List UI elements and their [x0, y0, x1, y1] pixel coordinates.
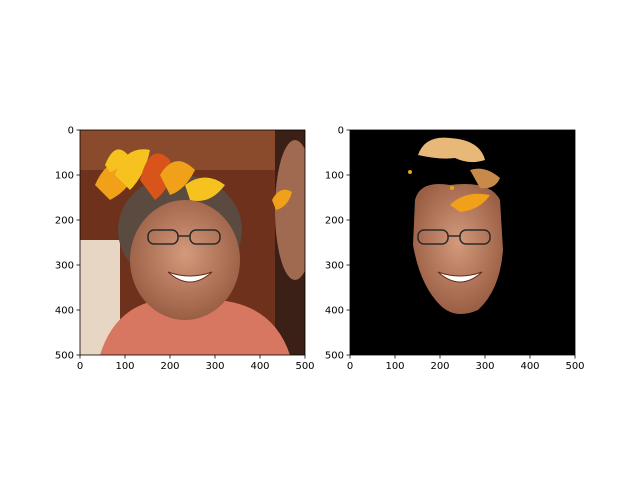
right-xtick-label: 0: [347, 361, 353, 372]
right-ytick-label: 300: [325, 261, 344, 272]
left-ytick-label: 500: [55, 351, 74, 362]
left-ytick-label: 300: [55, 261, 74, 272]
left-xtick-label: 100: [115, 361, 134, 372]
leaf-overlay: [95, 149, 292, 210]
right-ytick-label: 200: [325, 216, 344, 227]
right-xtick-label: 100: [385, 361, 404, 372]
right-xtick-label: 200: [430, 361, 449, 372]
right-axes-frame: [349, 129, 576, 356]
left-image: [80, 130, 305, 355]
left-ytick-label: 100: [55, 171, 74, 182]
left-ytick-label: 400: [55, 306, 74, 317]
right-xtick-label: 300: [475, 361, 494, 372]
right-ytick-label: 400: [325, 306, 344, 317]
left-xtick-label: 300: [205, 361, 224, 372]
left-ytick-label: 200: [55, 216, 74, 227]
right-ytick-label: 500: [325, 351, 344, 362]
right-xtick-label: 500: [565, 361, 584, 372]
left-axes-frame: [79, 129, 306, 356]
left-xtick-label: 200: [160, 361, 179, 372]
right-ytick-label: 0: [338, 126, 344, 137]
left-xtick-label: 400: [250, 361, 269, 372]
left-xtick-label: 500: [295, 361, 314, 372]
right-xtick-label: 400: [520, 361, 539, 372]
right-image: [350, 130, 575, 355]
left-ytick-label: 0: [68, 126, 74, 137]
right-ytick-label: 100: [325, 171, 344, 182]
left-xtick-label: 0: [77, 361, 83, 372]
